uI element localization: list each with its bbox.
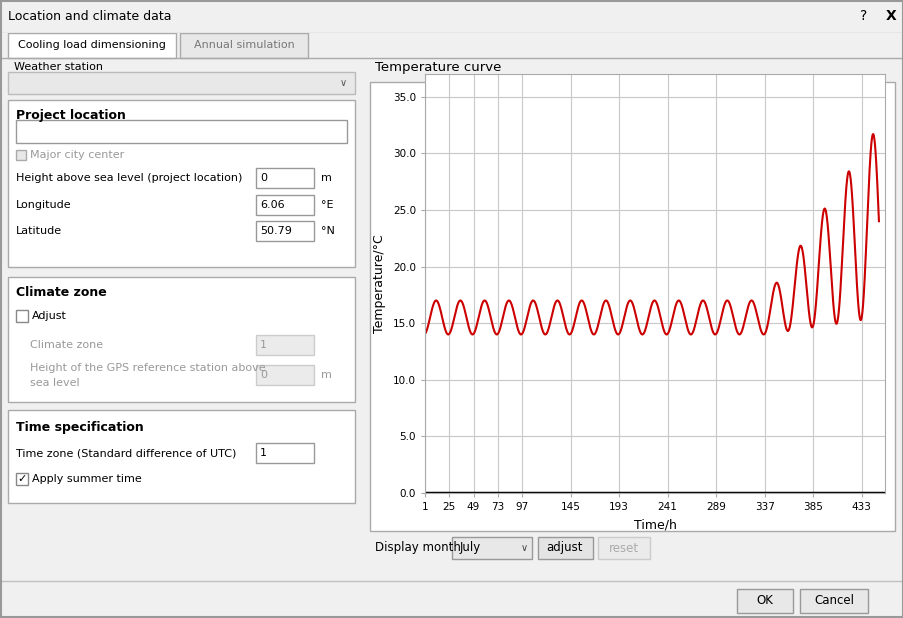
Bar — [799, 589, 867, 613]
Bar — [8, 33, 176, 58]
Text: Weather station: Weather station — [14, 62, 103, 72]
Text: Major city center: Major city center — [30, 150, 124, 160]
Text: July: July — [460, 541, 480, 554]
Text: ?: ? — [860, 9, 867, 23]
Text: 0: 0 — [260, 370, 266, 380]
Y-axis label: Temperature/°C: Temperature/°C — [373, 234, 386, 333]
Text: Project location: Project location — [16, 109, 126, 122]
Text: Time specification: Time specification — [16, 420, 144, 433]
Text: ∨: ∨ — [339, 78, 346, 88]
Text: Latitude: Latitude — [16, 226, 62, 236]
Bar — [256, 168, 313, 188]
Text: 0: 0 — [260, 173, 266, 183]
Bar — [537, 537, 592, 559]
Text: °E: °E — [321, 200, 333, 210]
Text: adjust: adjust — [546, 541, 582, 554]
Bar — [369, 82, 894, 531]
Bar — [256, 365, 313, 385]
Text: 1: 1 — [260, 448, 266, 458]
Bar — [8, 277, 355, 402]
Text: OK: OK — [756, 595, 773, 607]
Text: 1: 1 — [260, 340, 266, 350]
Bar — [8, 72, 355, 94]
Text: sea level: sea level — [30, 378, 79, 388]
Text: Location and climate data: Location and climate data — [8, 10, 172, 23]
Bar — [16, 310, 28, 322]
Bar — [180, 33, 308, 58]
Text: Apply summer time: Apply summer time — [32, 474, 142, 484]
Text: m: m — [321, 370, 331, 380]
X-axis label: Time/h: Time/h — [633, 519, 675, 532]
Text: X: X — [885, 9, 896, 23]
Text: Cancel: Cancel — [813, 595, 853, 607]
Text: Temperature curve: Temperature curve — [375, 62, 501, 75]
Bar — [256, 221, 313, 241]
Bar — [8, 410, 355, 503]
Text: °N: °N — [321, 226, 334, 236]
Bar — [256, 443, 313, 463]
Bar — [598, 537, 649, 559]
Bar — [256, 195, 313, 215]
Text: ∨: ∨ — [520, 543, 527, 553]
Text: Climate zone: Climate zone — [30, 340, 103, 350]
Text: Climate zone: Climate zone — [16, 287, 107, 300]
Bar — [8, 100, 355, 267]
Bar — [16, 120, 347, 143]
Text: 6.06: 6.06 — [260, 200, 284, 210]
Bar — [736, 589, 792, 613]
Text: Adjust: Adjust — [32, 311, 67, 321]
Text: Display month: Display month — [375, 541, 461, 554]
Text: Cooling load dimensioning: Cooling load dimensioning — [18, 41, 166, 51]
Text: ✓: ✓ — [17, 474, 27, 484]
Bar — [256, 335, 313, 355]
Text: 50.79: 50.79 — [260, 226, 292, 236]
Text: Height above sea level (project location): Height above sea level (project location… — [16, 173, 242, 183]
Text: reset: reset — [609, 541, 638, 554]
Bar — [452, 537, 531, 559]
Text: m: m — [321, 173, 331, 183]
Text: Longitude: Longitude — [16, 200, 71, 210]
Bar — [16, 473, 28, 485]
Bar — [16, 150, 26, 160]
Text: Height of the GPS reference station above: Height of the GPS reference station abov… — [30, 363, 265, 373]
Text: Time zone (Standard difference of UTC): Time zone (Standard difference of UTC) — [16, 448, 236, 458]
Text: Annual simulation: Annual simulation — [193, 41, 294, 51]
